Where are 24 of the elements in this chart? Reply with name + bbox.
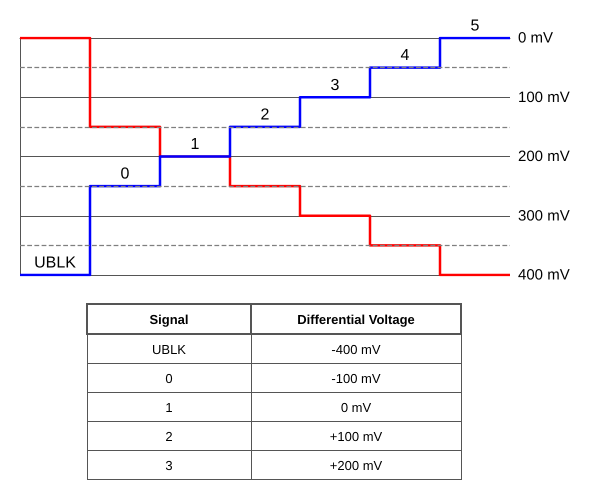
text: +100 mV bbox=[251, 422, 461, 450]
text: +200 mV bbox=[251, 450, 461, 480]
text: UBLK bbox=[87, 334, 251, 364]
annotation: 2 bbox=[260, 106, 270, 124]
text: Differential Voltage bbox=[251, 304, 461, 334]
text: 0 bbox=[87, 364, 251, 392]
y-tick-label: 0 mV bbox=[518, 30, 554, 46]
text: -100 mV bbox=[251, 364, 461, 392]
annotation: 4 bbox=[400, 47, 410, 64]
text: 2 bbox=[87, 422, 251, 450]
y-tick-label: 100 mV bbox=[518, 88, 570, 106]
text: 1 bbox=[87, 392, 251, 422]
annotation: 5 bbox=[470, 18, 480, 34]
text: 0 mV bbox=[251, 392, 461, 422]
y-tick-label: 400 mV bbox=[518, 266, 570, 284]
text: 3 bbox=[87, 450, 251, 480]
annotation: 0 bbox=[120, 166, 130, 183]
annotation: 3 bbox=[330, 76, 340, 94]
y-tick-label: 200 mV bbox=[518, 148, 570, 165]
y-tick-label: 300 mV bbox=[518, 207, 570, 224]
text: -400 mV bbox=[251, 334, 461, 364]
text: Signal bbox=[87, 304, 251, 334]
annotation: UBLK bbox=[34, 254, 76, 272]
annotation: 1 bbox=[190, 136, 200, 153]
